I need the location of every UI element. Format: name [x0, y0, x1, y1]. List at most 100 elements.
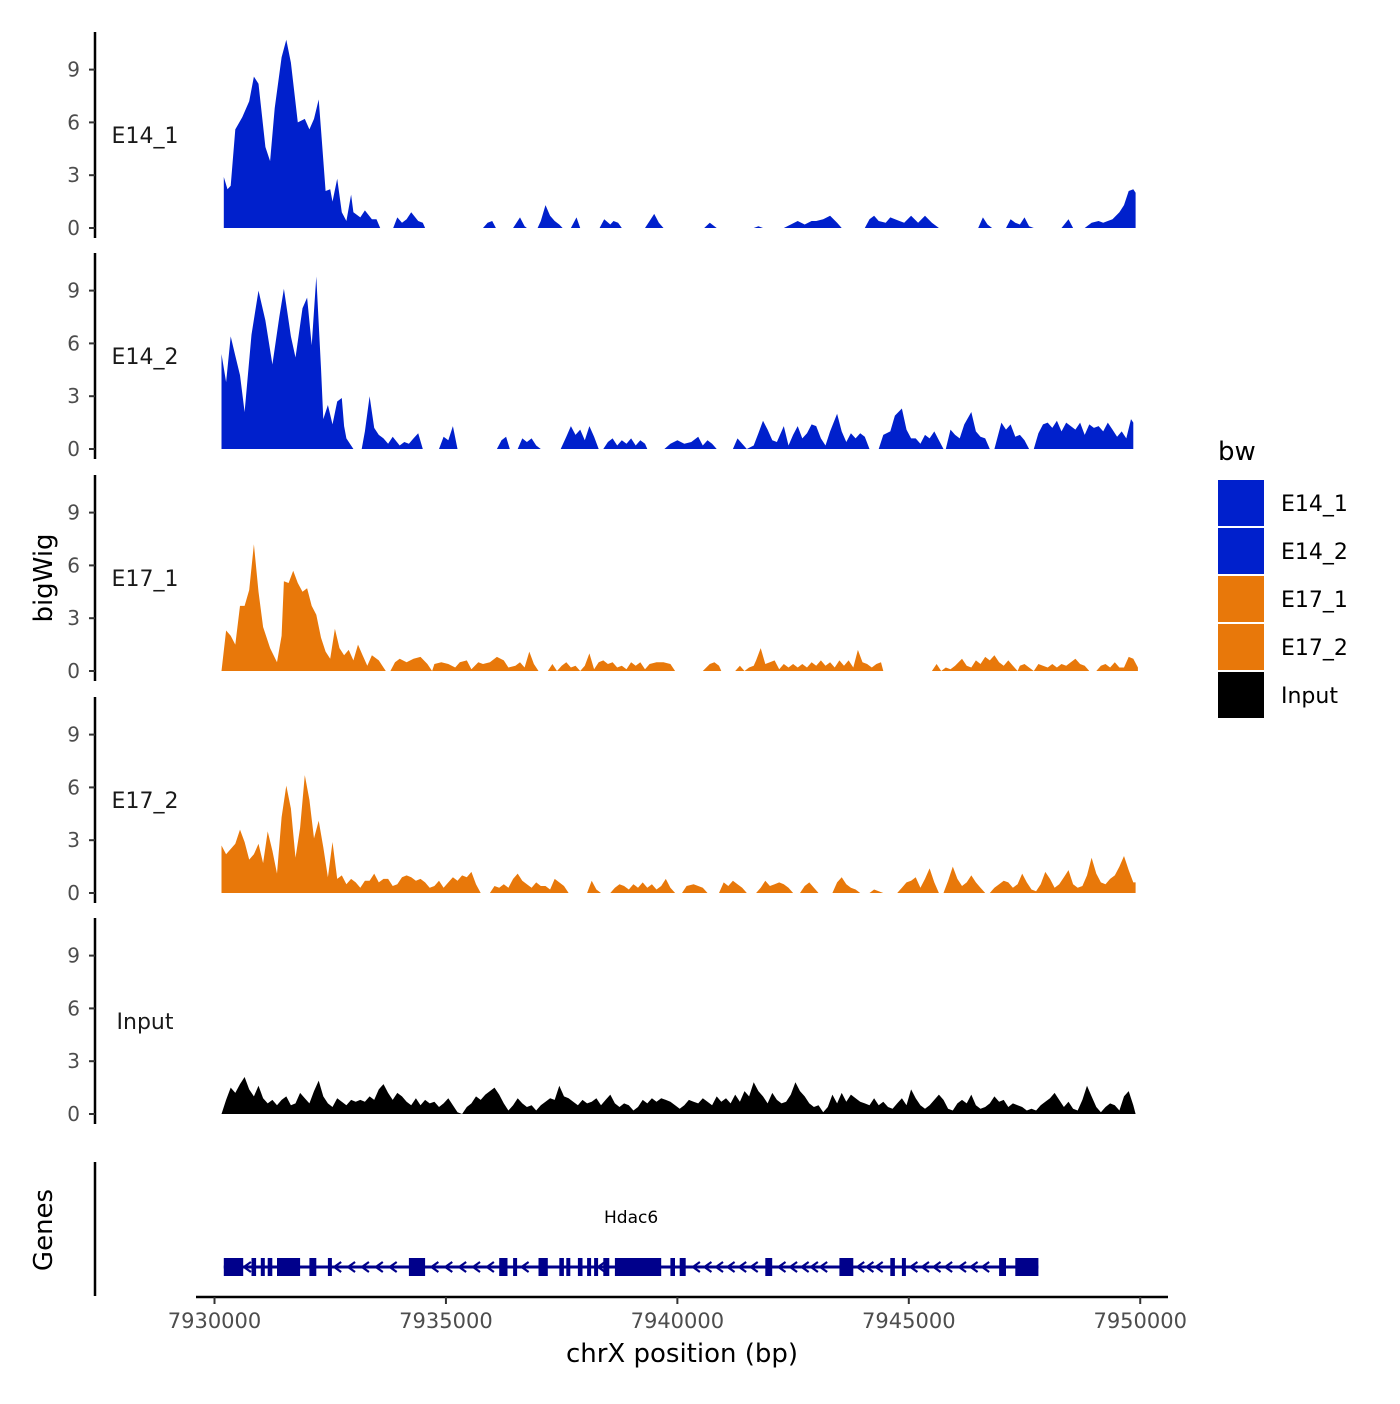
y-tick-label: 0 [67, 437, 80, 461]
strand-arrow [818, 1261, 828, 1273]
y-tick-label: 6 [67, 775, 80, 799]
y-tick-label: 0 [67, 1102, 80, 1126]
gene-exon [603, 1258, 610, 1276]
area-series-Input [221, 1077, 1136, 1114]
strand-arrow [346, 1261, 356, 1273]
y-tick-label: 9 [67, 944, 80, 968]
x-tick-label: 7935000 [399, 1309, 493, 1333]
strand-arrow [725, 1261, 736, 1273]
y-tick-label: 3 [67, 384, 80, 408]
track-label-E17_2: E17_2 [112, 789, 179, 814]
strand-arrow [748, 1261, 759, 1273]
strand-arrow [957, 1261, 967, 1273]
legend-swatch-E14_2 [1218, 528, 1264, 574]
y-tick-label: 0 [67, 659, 80, 683]
strand-arrow [332, 1261, 342, 1273]
strand-arrow [360, 1261, 370, 1273]
y-tick-label: 0 [67, 881, 80, 905]
gene-exon [587, 1258, 592, 1276]
area-series-E17_2 [221, 775, 1136, 893]
gene-exon [267, 1258, 273, 1276]
track-label-Input: Input [117, 1010, 174, 1035]
gene-exon [538, 1258, 548, 1276]
gene-exon [1015, 1258, 1039, 1276]
gene-exon [327, 1258, 332, 1276]
gene-exon [670, 1258, 675, 1276]
track-label-E14_2: E14_2 [112, 345, 179, 370]
gene-exon [566, 1258, 571, 1276]
strand-arrow [788, 1261, 798, 1273]
strand-arrow [387, 1261, 398, 1273]
area-series-E14_2 [221, 276, 1134, 449]
gene-exon [679, 1258, 686, 1276]
area-series-E17_1 [221, 544, 1138, 671]
gene-exon [999, 1258, 1006, 1276]
gene-exon [559, 1258, 564, 1276]
genes-track-title: Genes [29, 1189, 59, 1271]
strand-arrow [943, 1261, 953, 1273]
gene-exon [223, 1258, 244, 1276]
legend-label-E17_2: E17_2 [1281, 636, 1348, 661]
legend-swatch-E14_1 [1218, 480, 1264, 526]
strand-arrow [776, 1261, 787, 1273]
y-tick-label: 6 [67, 110, 80, 134]
strand-arrow [373, 1261, 384, 1273]
y-tick-label: 6 [67, 996, 80, 1020]
track-E17_2: 0 3 6 9 E17_2 [67, 697, 1136, 905]
gene-exon [277, 1258, 301, 1276]
y-tick-label: 3 [67, 606, 80, 630]
y-tick-label: 9 [67, 501, 80, 525]
y-tick-label: 9 [67, 279, 80, 303]
gene-exon [614, 1258, 662, 1276]
y-tick-label: 6 [67, 553, 80, 577]
gene-exon [513, 1258, 518, 1276]
y-tick-label: 0 [67, 216, 80, 240]
strand-arrow [429, 1261, 440, 1273]
track-label-E14_1: E14_1 [112, 124, 179, 149]
y-tick-label: 3 [67, 1049, 80, 1073]
track-E14_1: 0 3 6 9 E14_1 [67, 32, 1136, 240]
gene-exon [839, 1258, 854, 1276]
strand-arrow [485, 1261, 495, 1273]
strand-arrow [457, 1261, 467, 1273]
gene-exon [765, 1258, 773, 1276]
y-tick-label: 6 [67, 331, 80, 355]
gene-exon [309, 1258, 317, 1276]
strand-arrow [980, 1261, 990, 1273]
strand-arrow [873, 1261, 884, 1273]
y-axis-title: bigWig [29, 533, 59, 622]
strand-arrow [809, 1261, 819, 1273]
track-E17_1: 0 3 6 9 E17_1 [67, 475, 1138, 683]
legend: bw E14_1 E14_2 E17_1 E17_2 Input [1218, 437, 1348, 718]
strand-arrow [799, 1261, 810, 1273]
strand-arrow [737, 1261, 747, 1273]
legend-swatch-E17_2 [1218, 624, 1264, 670]
x-tick-label: 7950000 [1093, 1309, 1187, 1333]
legend-label-E14_2: E14_2 [1281, 540, 1348, 565]
strand-arrow [596, 1261, 606, 1273]
strand-arrow [242, 1261, 252, 1273]
track-Input: 0 3 6 9 Input [67, 918, 1136, 1126]
y-tick-label: 3 [67, 828, 80, 852]
x-axis: 7930000 7935000 7940000 7945000 7950000 [168, 1295, 1187, 1333]
genes-layer: Hdac6 [93, 1162, 1039, 1296]
strand-arrow [920, 1261, 930, 1273]
gene-name-label: Hdac6 [604, 1208, 658, 1228]
area-series-E14_1 [223, 39, 1136, 229]
legend-title: bw [1218, 437, 1256, 467]
x-tick-label: 7940000 [631, 1309, 725, 1333]
strand-arrow [702, 1261, 713, 1273]
track-E14_2: 0 3 6 9 E14_2 [67, 253, 1134, 461]
x-tick-label: 7945000 [862, 1309, 956, 1333]
strand-arrow [519, 1261, 530, 1273]
y-tick-label: 9 [67, 723, 80, 747]
strand-arrow [968, 1261, 979, 1273]
tracks-layer: 0 3 6 9 E14_1 0 3 6 9 E14_2 0 3 6 9 E17_1 0 3 6 9 E17_2 0 3 6 9… [67, 32, 1138, 1126]
gene-exon [901, 1258, 906, 1276]
legend-swatch-E17_1 [1218, 576, 1264, 622]
x-tick-label: 7930000 [168, 1309, 262, 1333]
gene-exon [260, 1258, 265, 1276]
gene-exon [408, 1258, 426, 1276]
